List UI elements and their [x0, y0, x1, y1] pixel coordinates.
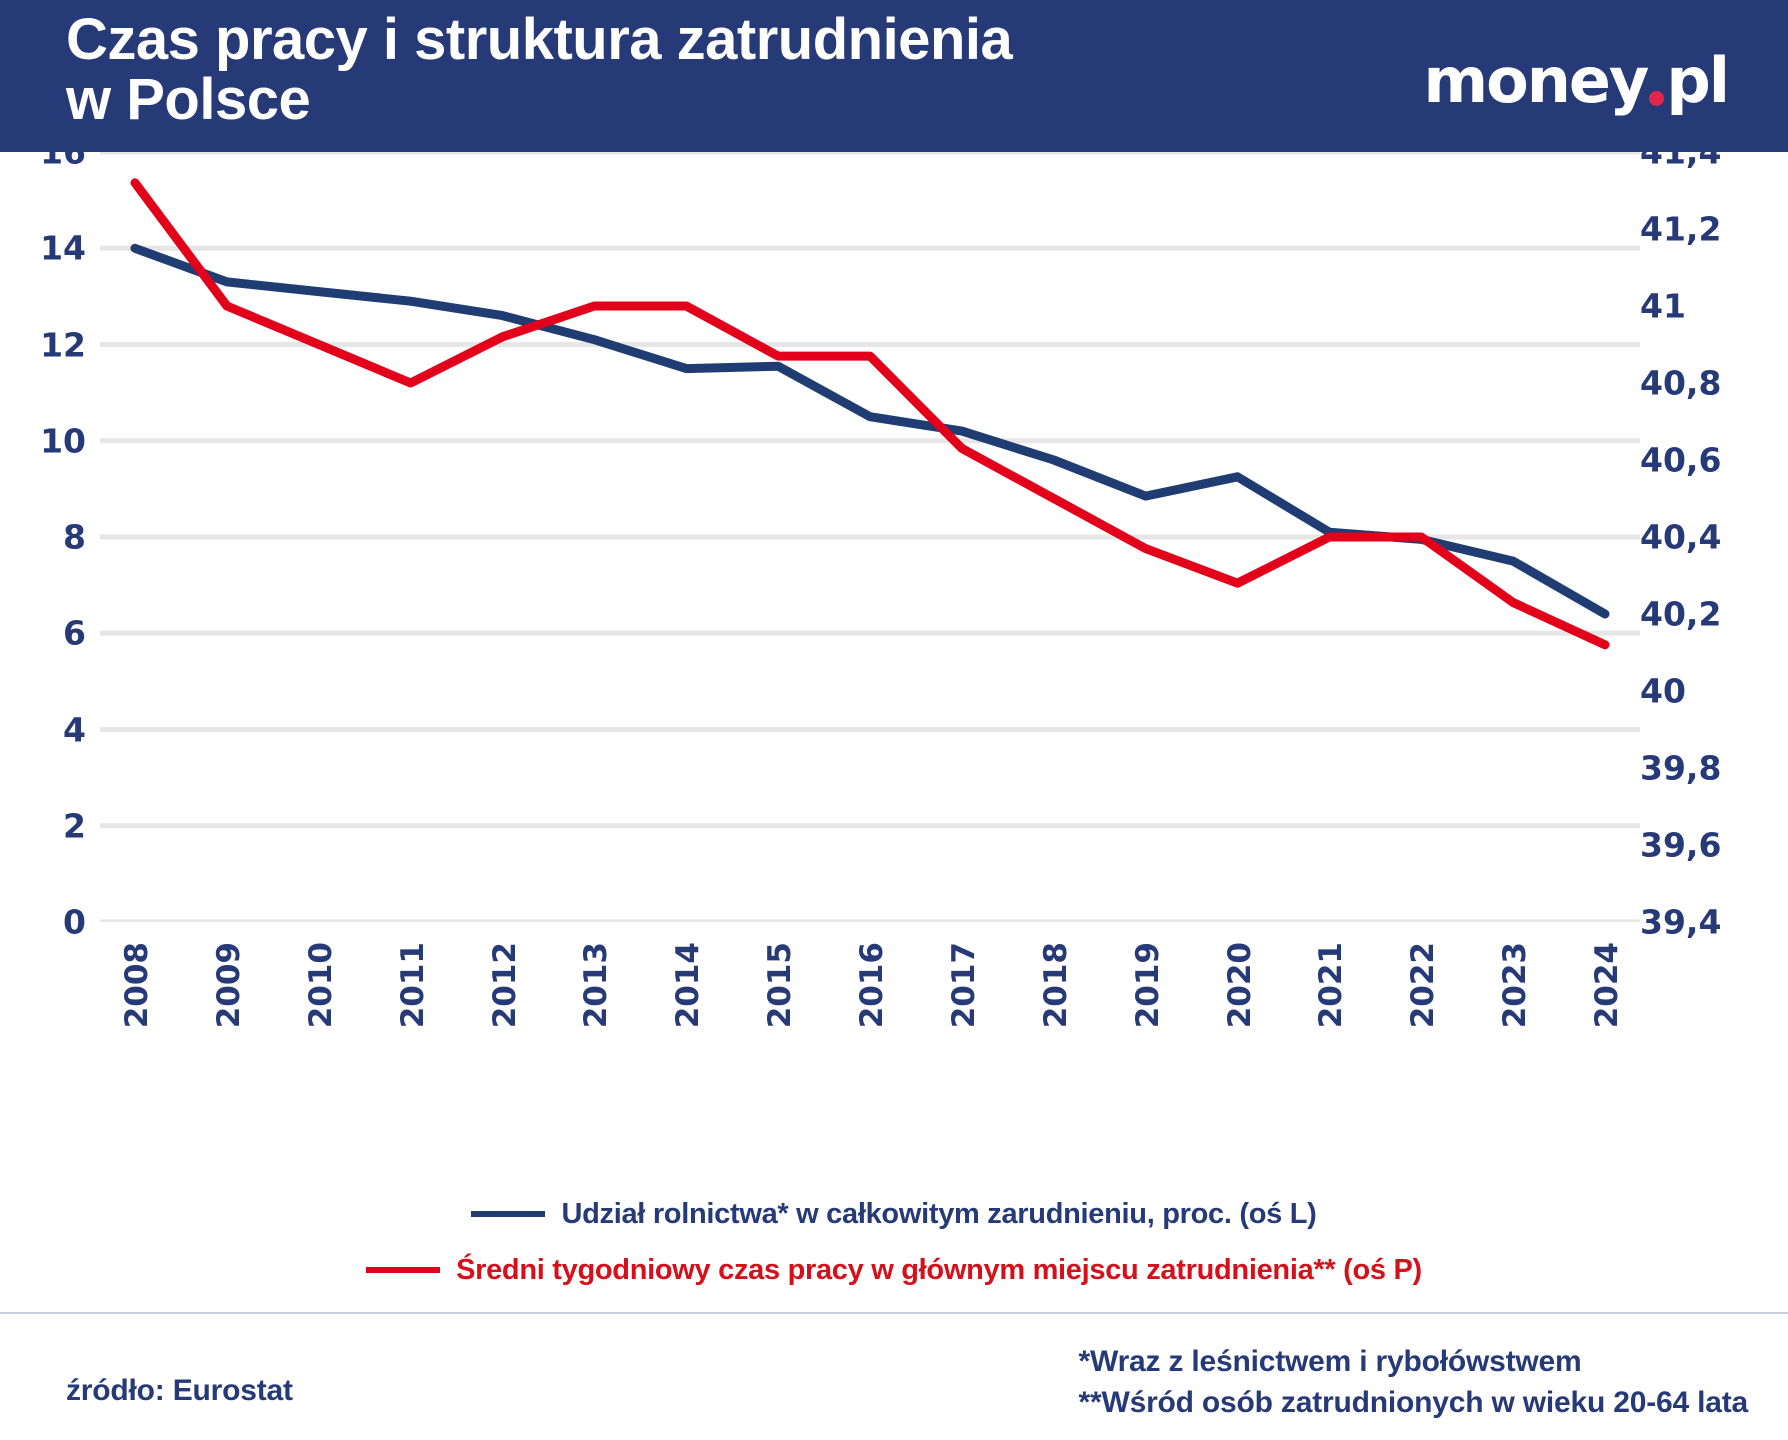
series-line-blue — [130, 243, 1610, 619]
left-axis-tick: 4 — [63, 710, 86, 749]
x-axis-tick: 2020 — [1221, 942, 1258, 1029]
legend-swatch-blue-icon — [471, 1211, 546, 1217]
right-axis-tick: 40,2 — [1640, 594, 1722, 634]
legend-swatch-red-icon — [366, 1267, 441, 1273]
left-axis-tick: 2 — [63, 806, 86, 846]
series-line-red — [130, 178, 1610, 650]
right-axis-tick: 39,4 — [1640, 902, 1722, 942]
footnote-2: **Wśród osób zatrudnionych w wieku 20-64… — [1078, 1385, 1749, 1419]
left-axis-tick: 0 — [63, 902, 86, 942]
x-axis-tick: 2024 — [1589, 942, 1625, 1029]
x-axis-tick: 2014 — [670, 942, 707, 1029]
left-axis-labels: 0 2 4 6 8 10 12 14 16 — [0, 133, 86, 942]
legend-item-red: Średni tygodniowy czas pracy w głównym m… — [0, 1242, 1788, 1298]
left-axis-tick: 10 — [40, 421, 86, 461]
left-axis-tick: 14 — [40, 228, 86, 268]
footnote-1: *Wraz z leśnictwem i rybołówstwem — [1078, 1345, 1582, 1378]
logo-dot-icon — [1649, 91, 1665, 106]
legend-item-blue: Udział rolnictwa* w całkowitym zarudnien… — [0, 1186, 1788, 1242]
x-axis-tick: 2023 — [1497, 942, 1534, 1029]
x-axis-labels: 2008 2009 2010 2011 2012 2013 2014 2015 2016 2017… — [100, 942, 1640, 1102]
line-chart-svg — [100, 152, 1640, 922]
legend-label-red: Średni tygodniowy czas pracy w głównym m… — [456, 1253, 1422, 1286]
footer: źródło: Eurostat *Wraz z leśnictwem i ry… — [0, 1312, 1788, 1440]
x-axis-tick: 2008 — [119, 942, 155, 1029]
left-axis-tick: 12 — [40, 325, 86, 364]
left-axis-tick: 6 — [63, 613, 86, 653]
logo-word-pl: pl — [1666, 44, 1730, 117]
chart-legend: Udział rolnictwa* w całkowitym zarudnien… — [0, 1186, 1788, 1306]
right-axis-tick: 41 — [1640, 286, 1686, 326]
right-axis-labels: 39,4 39,6 39,8 40 40,2 40,4 40,6 40,8 41 41,2 41,4 — [1640, 133, 1780, 942]
footnotes: *Wraz z leśnictwem i rybołówstwem **Wśró… — [1078, 1342, 1749, 1423]
x-axis-tick: 2017 — [945, 942, 982, 1029]
x-axis-tick: 2009 — [210, 942, 247, 1029]
right-axis-tick: 40,6 — [1640, 440, 1722, 480]
x-axis-tick: 2012 — [486, 942, 523, 1029]
right-axis-tick: 41,4 — [1640, 132, 1722, 172]
legend-label-blue: Udział rolnictwa* w całkowitym zarudnien… — [561, 1197, 1317, 1230]
x-axis-tick: 2022 — [1405, 942, 1442, 1029]
right-axis-tick: 39,8 — [1640, 748, 1722, 788]
plot-area — [100, 152, 1640, 922]
money-pl-logo: money pl — [1423, 44, 1730, 117]
x-axis-tick: 2011 — [394, 942, 431, 1029]
header-bar: Czas pracy i struktura zatrudnienia w Po… — [0, 0, 1788, 152]
gridlines — [100, 152, 1640, 922]
x-axis-tick: 2010 — [302, 942, 339, 1029]
x-axis-tick: 2015 — [762, 942, 799, 1029]
logo-word-money: money — [1423, 44, 1650, 117]
x-axis-tick: 2018 — [1037, 942, 1074, 1029]
x-axis-tick: 2019 — [1129, 942, 1166, 1029]
left-axis-tick: 8 — [63, 517, 86, 557]
right-axis-tick: 40,8 — [1640, 363, 1722, 403]
x-axis-tick: 2013 — [578, 942, 615, 1029]
x-axis-tick: 2021 — [1313, 942, 1350, 1029]
left-axis-tick: 16 — [40, 132, 86, 172]
x-axis-tick: 2016 — [854, 942, 890, 1029]
right-axis-tick: 40 — [1640, 671, 1686, 711]
page-title: Czas pracy i struktura zatrudnienia w Po… — [66, 7, 1013, 132]
source-label: źródło: Eurostat — [66, 1374, 293, 1407]
series-lines — [130, 178, 1610, 650]
right-axis-tick: 39,6 — [1640, 825, 1722, 865]
chart-region: 0 2 4 6 8 10 12 14 16 39,4 39,6 39,8 40 40,2 40,4 40,6… — [0, 133, 1788, 1182]
right-axis-tick: 41,2 — [1640, 209, 1722, 249]
right-axis-tick: 40,4 — [1640, 517, 1722, 557]
footer-divider — [0, 1312, 1788, 1314]
